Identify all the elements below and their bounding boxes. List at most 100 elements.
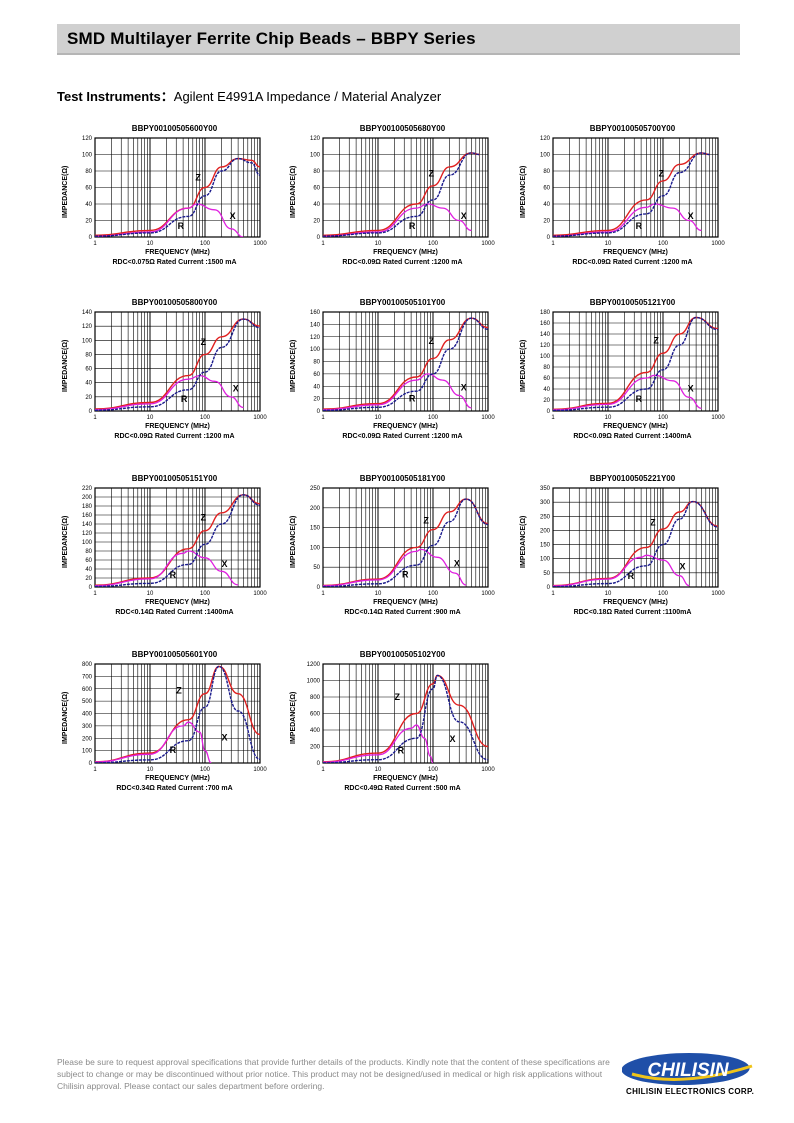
plot-frame	[552, 137, 719, 238]
plot-frame	[94, 663, 261, 764]
curve-label-x: X	[461, 383, 467, 393]
curve-label-x: X	[450, 734, 456, 744]
plot-frame	[322, 137, 489, 238]
y-tick-label: 140	[82, 310, 93, 316]
series-z-line	[553, 152, 710, 236]
y-tick-label: 40	[543, 202, 550, 208]
test-instruments-line: Test Instruments：Agilent E4991A Impedanc…	[57, 86, 441, 105]
plot-frame	[322, 487, 489, 588]
y-tick-label: 40	[313, 384, 320, 390]
y-tick-label: 0	[317, 761, 321, 767]
y-tick-label: 120	[540, 136, 551, 142]
y-tick-label: 0	[89, 585, 93, 591]
y-tick-label: 100	[540, 153, 551, 159]
x-tick-label: 100	[200, 591, 211, 597]
x-tick-label: 10	[375, 591, 382, 597]
impedance-chart: BBPY00100505700Y00 IMPEDANCE(Ω) FREQUENCY …	[515, 124, 730, 299]
y-tick-label: 20	[313, 219, 320, 225]
plot-frame	[322, 311, 489, 412]
series-r-line	[95, 374, 244, 411]
y-tick-label: 80	[85, 169, 92, 175]
x-tick-label: 1	[93, 415, 97, 421]
rdc-rating-caption: RDC<0.09Ω Rated Current :1200 mA	[342, 433, 463, 440]
y-tick-label: 80	[313, 169, 320, 175]
y-tick-label: 220	[82, 486, 93, 492]
curve-label-x: X	[230, 211, 236, 221]
x-tick-label: 1000	[711, 241, 725, 247]
rdc-rating-caption: RDC<0.18Ω Rated Current :1100mA	[573, 609, 692, 616]
x-tick-label: 10	[147, 415, 154, 421]
x-tick-label: 1000	[253, 415, 267, 421]
y-tick-label: 0	[547, 235, 551, 241]
rdc-rating-caption: RDC<0.14Ω Rated Current :900 mA	[344, 609, 461, 616]
curve-label-x: X	[688, 211, 694, 221]
x-tick-label: 100	[200, 415, 211, 421]
plot-frame	[94, 137, 261, 238]
curve-label-x: X	[680, 562, 686, 572]
x-tick-label: 10	[605, 415, 612, 421]
y-tick-label: 120	[82, 136, 93, 142]
x-tick-label: 10	[147, 591, 154, 597]
chart-title: BBPY00100505101Y00	[359, 298, 446, 307]
series-r-line	[323, 203, 472, 237]
x-tick-label: 1000	[711, 415, 725, 421]
y-tick-label: 100	[82, 153, 93, 159]
chart-plot: 0 20 40 60 80 100 120 140 160 180 200 220 1 10 100 1000…	[82, 486, 267, 597]
plot-frame	[94, 487, 261, 588]
y-tick-label: 100	[310, 347, 321, 353]
y-tick-label: 20	[313, 397, 320, 403]
plot-frame	[322, 663, 489, 764]
x-tick-label: 1000	[481, 415, 495, 421]
series-z-line	[323, 152, 480, 236]
y-tick-label: 60	[543, 186, 550, 192]
chart-plot: 0 200 400 600 800 1000 1200 1 10 100 1000 Z R X	[307, 662, 496, 773]
x-tick-label: 100	[200, 767, 211, 773]
curve-label-x: X	[222, 559, 228, 569]
curve-label-z: Z	[653, 336, 659, 346]
y-tick-label: 250	[540, 514, 551, 520]
y-tick-label: 200	[82, 736, 93, 742]
rdc-rating-caption: RDC<0.09Ω Rated Current :1400mA	[573, 433, 692, 440]
y-tick-label: 80	[85, 549, 92, 555]
y-tick-label: 180	[540, 310, 551, 316]
x-tick-label: 1	[551, 591, 555, 597]
curve-label-z: Z	[423, 516, 429, 526]
rdc-rating-caption: RDC<0.14Ω Rated Current :1400mA	[115, 609, 234, 616]
x-tick-label: 1000	[253, 591, 267, 597]
x-tick-label: 1	[551, 241, 555, 247]
chart-plot: 0 20 40 60 80 100 120 140 1 10 100 1000 Z R X	[82, 310, 267, 421]
chart-title: BBPY00100505221Y00	[589, 474, 676, 483]
y-tick-label: 800	[82, 662, 93, 668]
y-tick-label: 1200	[307, 662, 321, 668]
y-tick-label: 40	[85, 202, 92, 208]
x-axis-label: FREQUENCY (MHz)	[373, 249, 438, 256]
x-tick-label: 10	[147, 241, 154, 247]
y-tick-label: 600	[310, 712, 321, 718]
x-axis-label: FREQUENCY (MHz)	[603, 249, 668, 256]
curve-label-r: R	[170, 745, 177, 755]
x-tick-label: 1	[321, 415, 325, 421]
series-z-line	[95, 157, 260, 236]
y-tick-label: 120	[540, 343, 551, 349]
y-tick-label: 100	[82, 749, 93, 755]
y-tick-label: 140	[82, 522, 93, 528]
x-tick-label: 10	[375, 767, 382, 773]
chart-plot: 0 50 100 150 200 250 1 10 100 1000 Z R X	[310, 486, 495, 597]
y-tick-label: 600	[82, 687, 93, 693]
curve-label-r: R	[409, 394, 416, 404]
curve-label-z: Z	[195, 173, 201, 183]
y-tick-label: 50	[543, 571, 550, 577]
x-tick-label: 100	[428, 241, 439, 247]
logo-wordmark: CHILISIN	[647, 1060, 730, 1081]
series-x-line	[553, 316, 718, 411]
y-tick-label: 0	[547, 409, 551, 415]
x-tick-label: 1	[321, 767, 325, 773]
impedance-chart: BBPY00100505800Y00 IMPEDANCE(Ω) FREQUENCY …	[57, 298, 272, 473]
x-tick-label: 100	[658, 415, 669, 421]
y-tick-label: 300	[82, 724, 93, 730]
y-tick-label: 400	[82, 712, 93, 718]
series-x-line	[95, 318, 260, 411]
curve-label-z: Z	[650, 517, 656, 527]
y-tick-label: 0	[89, 409, 93, 415]
curve-label-r: R	[178, 221, 185, 231]
